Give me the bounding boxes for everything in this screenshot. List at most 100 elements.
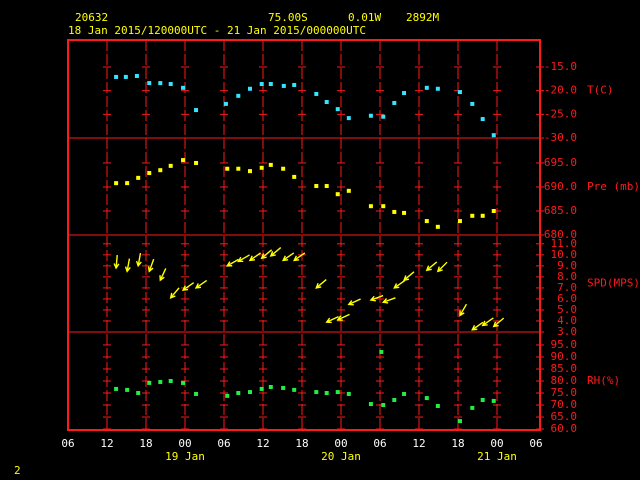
marker: [158, 379, 163, 384]
marker: [491, 208, 496, 213]
marker: [392, 100, 397, 105]
x-tick-label: 12: [412, 437, 425, 450]
marker: [268, 385, 273, 390]
y-tick-label: 685.0: [544, 204, 577, 217]
marker: [381, 114, 386, 119]
wind-arrow: [159, 268, 167, 282]
wind-arrow: [225, 258, 239, 267]
x-tick-label: 00: [178, 437, 191, 450]
marker: [292, 82, 297, 87]
marker: [457, 219, 462, 224]
date-label: 20 Jan: [321, 450, 361, 463]
marker: [457, 90, 462, 95]
page-number: 2: [14, 464, 21, 477]
marker: [259, 165, 264, 170]
marker: [402, 210, 407, 215]
wind-arrow: [194, 279, 208, 289]
y-tick-label: 5.0: [557, 303, 577, 316]
marker: [136, 175, 141, 180]
wind-arrow: [293, 252, 306, 262]
x-tick-label: 06: [61, 437, 74, 450]
marker: [194, 391, 199, 396]
marker: [225, 166, 230, 171]
marker: [368, 402, 373, 407]
x-tick-label: 06: [529, 437, 542, 450]
marker: [136, 391, 141, 396]
y-axis-label: Pre (mb): [587, 180, 640, 193]
wind-arrow: [393, 279, 406, 289]
x-tick-label: 18: [295, 437, 308, 450]
marker: [168, 163, 173, 168]
marker: [470, 405, 475, 410]
marker: [379, 349, 384, 354]
marker: [181, 158, 186, 163]
station-id: 20632: [75, 11, 108, 24]
marker: [236, 391, 241, 396]
x-tick-label: 18: [451, 437, 464, 450]
y-axis-label: RH(%): [587, 374, 620, 387]
marker: [123, 74, 128, 79]
wind-arrow: [315, 279, 327, 289]
marker: [114, 181, 119, 186]
y-tick-label: 95.0: [551, 338, 578, 351]
wind-arrow: [436, 261, 448, 273]
marker: [314, 390, 319, 395]
wind-arrow: [402, 271, 415, 282]
y-tick-label: 3.0: [557, 325, 577, 338]
marker: [292, 387, 297, 392]
x-tick-label: 18: [139, 437, 152, 450]
latitude: 75.00S: [268, 11, 308, 24]
y-tick-label: 80.0: [551, 374, 578, 387]
marker: [268, 162, 273, 167]
marker: [324, 391, 329, 396]
marker: [392, 397, 397, 402]
y-axis-label: SPD(MPS): [587, 277, 640, 290]
longitude: 0.01W: [348, 11, 381, 24]
y-tick-label: -20.0: [544, 84, 577, 97]
marker: [147, 171, 152, 176]
marker: [281, 83, 286, 88]
wind-arrow: [260, 249, 273, 260]
marker: [470, 213, 475, 218]
marker: [223, 101, 228, 106]
marker: [281, 385, 286, 390]
marker: [236, 93, 241, 98]
marker: [424, 219, 429, 224]
marker: [125, 181, 130, 186]
y-tick-label: 60.0: [551, 422, 578, 435]
marker: [181, 380, 186, 385]
marker: [248, 390, 252, 395]
y-tick-label: 70.0: [551, 398, 578, 411]
marker: [168, 379, 173, 383]
marker: [346, 391, 351, 396]
marker: [435, 403, 440, 408]
wind-arrow: [471, 321, 484, 331]
wind-arrow: [281, 252, 295, 262]
marker: [381, 204, 386, 209]
date-label: 21 Jan: [477, 450, 517, 463]
x-tick-label: 12: [256, 437, 269, 450]
marker: [491, 398, 496, 403]
marker: [368, 113, 373, 118]
marker: [324, 100, 329, 105]
y-tick-label: 75.0: [551, 386, 578, 399]
marker: [225, 393, 230, 398]
x-tick-label: 12: [100, 437, 113, 450]
wind-arrow: [459, 303, 468, 317]
marker: [381, 403, 386, 408]
marker: [114, 386, 119, 391]
marker: [181, 85, 186, 90]
wind-arrow: [169, 287, 180, 299]
wind-arrow: [325, 315, 339, 324]
y-tick-label: 7.0: [557, 281, 577, 294]
marker: [236, 166, 241, 171]
marker: [314, 91, 319, 96]
marker: [480, 397, 485, 402]
y-tick-label: 8.0: [557, 270, 577, 283]
marker: [292, 174, 297, 179]
marker: [424, 396, 429, 401]
y-tick-label: 6.0: [557, 292, 577, 305]
marker: [147, 380, 152, 385]
wind-arrow: [147, 258, 155, 273]
